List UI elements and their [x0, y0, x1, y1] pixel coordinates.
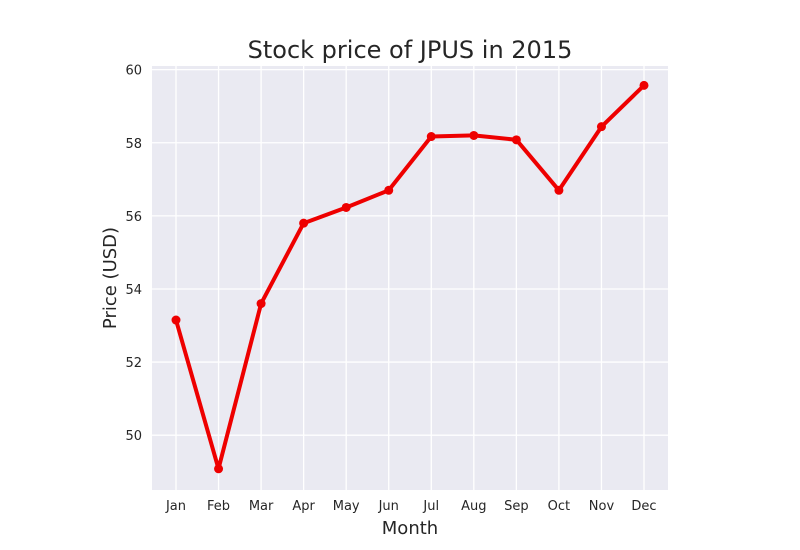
data-point-jul	[426, 132, 436, 142]
x-tick-label: Nov	[589, 499, 615, 514]
x-tick-label: Jul	[422, 499, 439, 514]
data-point-aug	[469, 130, 479, 140]
x-axis: Jan Feb Mar Apr May Jun Jul Aug Sep Oct Nov Dec	[165, 499, 657, 514]
data-point-jan	[171, 315, 181, 325]
x-tick-label: Jan	[165, 499, 186, 514]
y-tick-label: 60	[125, 64, 142, 79]
data-point-dec	[639, 80, 649, 90]
data-point-nov	[596, 122, 606, 132]
series-line	[174, 83, 646, 471]
x-tick-label: Jun	[378, 499, 399, 514]
x-tick-label: Dec	[631, 499, 656, 514]
y-tick-label: 54	[125, 283, 142, 298]
x-tick-label: Oct	[548, 499, 570, 514]
y-tick-label: 58	[125, 137, 142, 152]
y-tick-label: 52	[125, 356, 142, 371]
x-tick-label: May	[333, 499, 360, 514]
x-tick-label: Mar	[249, 499, 274, 514]
data-point-oct	[554, 185, 564, 195]
y-tick-label: 56	[125, 210, 142, 225]
x-tick-label: Sep	[504, 499, 529, 514]
chart-title: Stock price of JPUS in 2015	[248, 36, 573, 64]
x-tick-label: Feb	[207, 499, 230, 514]
y-axis-label: Price (USD)	[100, 227, 121, 329]
plot-area	[152, 66, 668, 490]
data-point-jun	[384, 185, 394, 195]
data-point-apr	[299, 218, 309, 228]
x-tick-label: Apr	[292, 499, 315, 514]
y-tick-label: 50	[125, 429, 142, 444]
y-axis: 50 52 54 56 58 60	[125, 64, 142, 445]
data-point-may	[341, 202, 351, 212]
series-layer	[171, 80, 649, 474]
data-point-feb	[214, 464, 224, 474]
data-point-sep	[511, 135, 521, 145]
x-axis-label: Month	[382, 518, 438, 539]
data-point-mar	[256, 299, 266, 309]
x-tick-label: Aug	[461, 499, 486, 514]
